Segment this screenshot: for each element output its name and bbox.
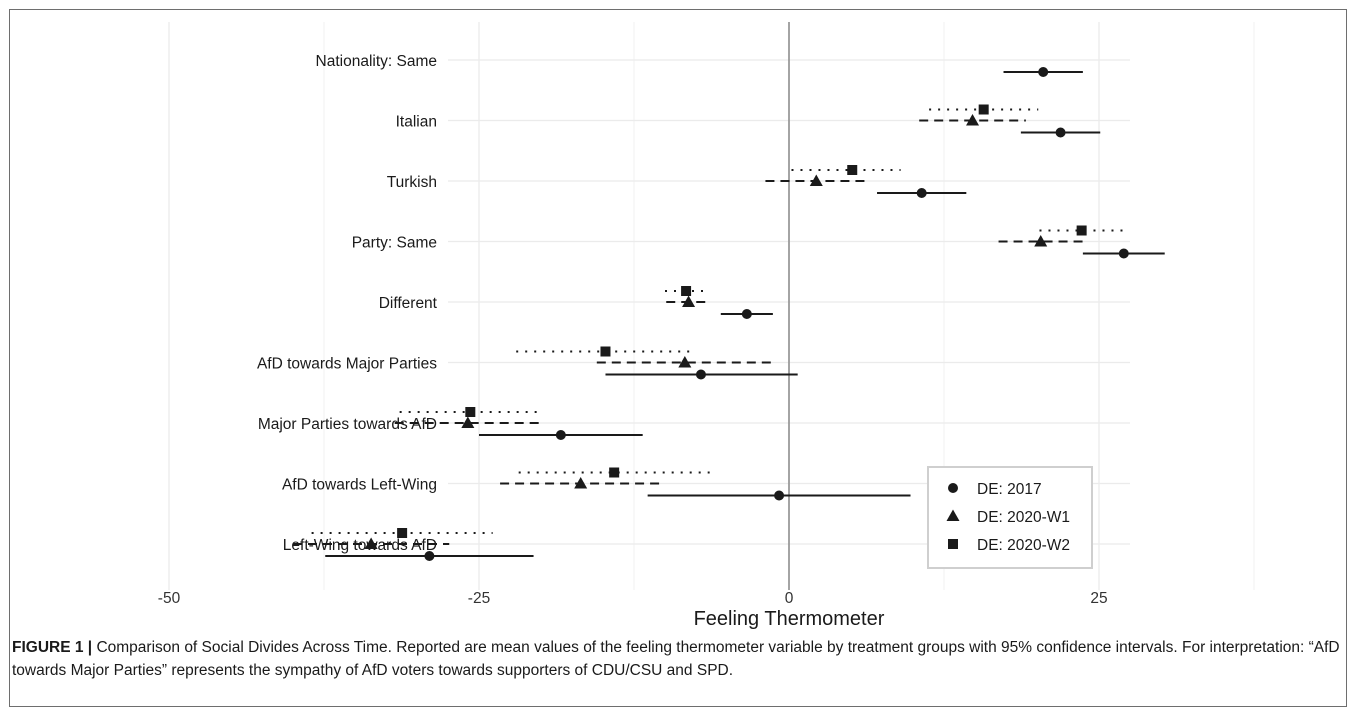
figure-frame [9,9,1347,707]
point-circle [424,551,435,561]
point-circle [695,369,706,380]
point-square [465,407,476,417]
point-triangle [809,174,823,186]
legend-item-de-2020-w1: DE: 2020-W1 [946,509,1070,526]
series-de-2017 [325,67,1165,561]
y-axis-labels: Nationality: Same Italian Turkish Party: Sa… [257,53,438,554]
point-square [600,346,611,357]
y-label-different: Different [379,295,438,312]
point-square [847,165,858,175]
y-label-afd-towards-left-wing: AfD towards Left-Wing [282,477,437,494]
y-label-major-parties-towards-afd: Major Parties towards AfD [258,416,437,433]
legend-key-square [948,539,958,549]
point-circle [555,430,566,440]
legend-label: DE: 2020-W2 [977,537,1070,554]
y-label-nationality-same: Nationality: Same [316,53,437,70]
legend-label: DE: 2020-W1 [977,509,1070,526]
point-triangle [682,295,696,307]
point-square [397,528,408,538]
x-axis-tick-labels: -50-2502550 [158,590,1108,607]
y-label-italian: Italian [396,114,437,131]
legend-item-de-2020-w2: DE: 2020-W2 [948,537,1070,554]
legend-key-triangle [946,509,960,521]
point-circle [774,490,785,501]
point-circle [1118,248,1129,259]
point-triangle [678,356,692,368]
point-circle [741,309,752,319]
point-square [609,467,620,478]
grid-lines [168,22,1255,590]
legend-label: DE: 2017 [977,481,1042,498]
figure-caption: FIGURE 1 | Comparison of Social Divides … [12,636,1342,682]
y-label-left-wing-towards-afd: Left-Wing towards AfD [283,537,437,554]
point-square [1076,225,1087,236]
caption-label: FIGURE 1 | [12,639,93,656]
caption-text: Comparison of Social Divides Across Time… [12,639,1340,679]
feeling-thermometer-chart: Nationality: Same Italian Turkish Party: Sa… [158,22,1255,630]
x-tick-label: 25 [1090,590,1107,607]
y-label-afd-towards-major-parties: AfD towards Major Parties [257,356,437,373]
point-square [681,286,692,296]
legend-key-circle [948,483,958,493]
point-circle [1038,67,1049,77]
point-square [978,104,989,115]
legend: DE: 2017 DE: 2020-W1 DE: 2020-W2 [927,466,1093,569]
point-circle [916,188,927,198]
point-triangle [461,416,475,428]
legend-item-de-2017: DE: 2017 [948,481,1042,498]
x-tick-label: 0 [785,590,794,607]
point-triangle [966,114,980,126]
data-marks [293,67,1165,561]
point-circle [1055,127,1066,138]
x-axis-title: Feeling Thermometer [694,608,885,630]
series-de-2020-w2 [311,104,1124,538]
point-triangle [1034,235,1048,247]
x-tick-label: -50 [158,590,181,607]
x-tick-label: -25 [468,590,490,607]
y-label-party-same: Party: Same [352,235,437,252]
series-de-2020-w1 [293,114,1083,549]
point-triangle [364,537,378,549]
y-label-turkish: Turkish [387,174,437,191]
point-triangle [574,477,588,489]
